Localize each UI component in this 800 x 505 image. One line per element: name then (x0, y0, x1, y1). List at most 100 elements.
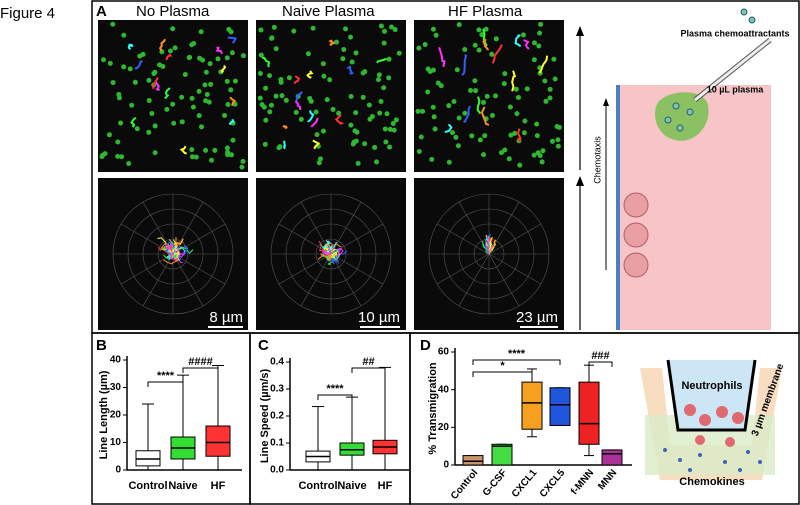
cell (547, 86, 553, 92)
cell (198, 124, 204, 130)
cell (415, 108, 421, 114)
cell (416, 149, 422, 155)
cell (549, 138, 555, 144)
track (127, 43, 134, 50)
y-tick-label: 40 (110, 355, 122, 366)
cell (316, 160, 322, 166)
cell (229, 50, 235, 56)
box (521, 381, 543, 430)
cell (121, 32, 127, 38)
cell (207, 61, 213, 67)
cell (534, 121, 540, 127)
cell (360, 94, 366, 100)
cell (451, 98, 457, 104)
polar-spoke (300, 201, 332, 255)
cell (387, 126, 393, 132)
cell (438, 83, 444, 89)
cell (507, 104, 513, 110)
x-tick-label: f-MNN (569, 468, 596, 498)
cell (374, 159, 380, 165)
cell (225, 152, 231, 158)
cell (191, 40, 197, 46)
cell (343, 26, 349, 32)
cell (340, 56, 346, 62)
cell (469, 133, 475, 139)
track (328, 39, 336, 46)
arrow-head (576, 176, 584, 186)
track (491, 44, 503, 64)
cell (341, 46, 347, 52)
track (164, 87, 171, 100)
cell (501, 81, 507, 87)
polar-spoke (436, 253, 490, 285)
track (130, 116, 137, 128)
x-tick-label: HF (211, 480, 226, 492)
cell (372, 144, 378, 150)
scale-bar-label: 10 µm (358, 309, 400, 326)
cell (521, 130, 527, 136)
cell (106, 132, 112, 138)
cell (146, 129, 152, 135)
polar-spoke (330, 253, 362, 307)
track (165, 243, 174, 255)
significance: **** (157, 370, 175, 382)
y-tick-label: 30 (110, 382, 122, 393)
cell (456, 22, 462, 28)
cell (230, 137, 236, 143)
track (516, 128, 522, 143)
cell (257, 70, 263, 76)
cell (391, 127, 397, 133)
chamber-wall (616, 85, 620, 330)
track (488, 239, 497, 255)
track (158, 38, 167, 52)
cell (224, 145, 230, 151)
cell (430, 26, 436, 32)
cell (454, 67, 460, 73)
track (330, 253, 340, 265)
cell (392, 27, 398, 33)
significance: #### (188, 356, 212, 368)
cell (314, 132, 320, 138)
y-tick-label: 0.3 (270, 384, 284, 395)
cell (381, 40, 387, 46)
track (163, 253, 179, 265)
cell (555, 143, 561, 149)
cell (240, 158, 246, 164)
cell (179, 119, 185, 125)
cell (102, 151, 108, 157)
track (281, 124, 288, 130)
x-tick-label: G-CSF (481, 468, 509, 499)
cell (483, 26, 489, 32)
cell (170, 26, 176, 32)
cell (226, 26, 232, 32)
cell (206, 99, 212, 105)
cell (229, 152, 235, 158)
cell (512, 130, 518, 136)
x-tick-label: HF (378, 480, 393, 492)
cell (320, 128, 326, 134)
polar-spoke (300, 253, 332, 307)
polar-spoke (458, 201, 490, 255)
cell (278, 79, 284, 85)
cell (267, 73, 273, 79)
track (295, 91, 303, 102)
cell (146, 98, 152, 104)
cell (522, 118, 528, 124)
cell (307, 95, 313, 101)
track (538, 55, 549, 74)
y-tick-label: 20 (438, 422, 450, 433)
cell (293, 109, 299, 115)
track (334, 114, 345, 125)
cell (555, 137, 561, 143)
cell (239, 164, 245, 170)
y-tick-label: 0.2 (270, 411, 284, 422)
cell (127, 66, 133, 72)
track (376, 57, 388, 64)
cell (291, 28, 297, 34)
cell (228, 87, 234, 93)
polar-spoke (278, 253, 332, 285)
track (229, 96, 237, 106)
y-tick-label: 40 (438, 384, 450, 395)
track (164, 241, 176, 255)
